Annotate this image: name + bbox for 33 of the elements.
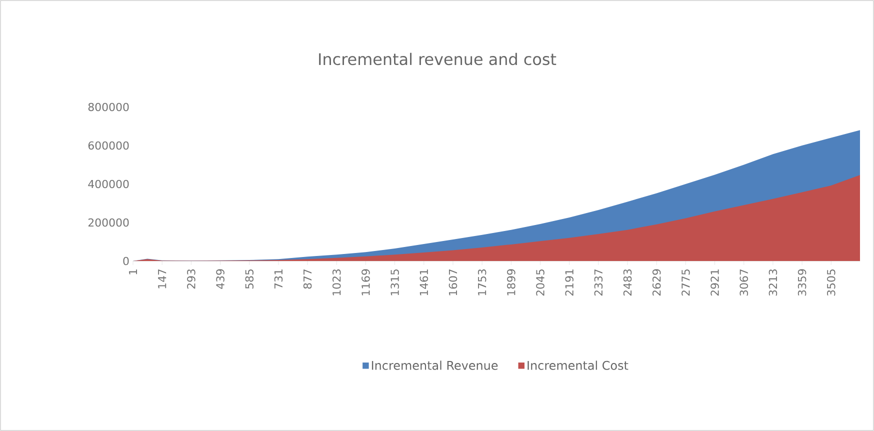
- x-tick-label: 1899: [507, 269, 516, 296]
- x-tick-label: 439: [216, 269, 224, 289]
- x-tick-label: 3213: [768, 269, 778, 296]
- x-tick-label: 1169: [362, 269, 370, 296]
- y-tick-label: 600000: [88, 141, 129, 150]
- x-tick-label: 1315: [390, 269, 399, 296]
- x-tick-label: 3505: [826, 269, 836, 296]
- x-tick-label: 1607: [448, 269, 458, 296]
- x-tick-label: 3067: [740, 269, 748, 296]
- x-tick-label: 293: [187, 269, 196, 289]
- x-tick-label: 585: [245, 269, 254, 289]
- x-tick-label: 731: [274, 270, 283, 289]
- x-tick-label: 3359: [798, 269, 806, 296]
- x-tick-label: 2629: [652, 269, 661, 296]
- x-tick-label: 2337: [594, 269, 603, 296]
- legend-label: Incremental Cost: [528, 360, 628, 370]
- y-tick-label: 800000: [88, 102, 129, 112]
- x-tick-label: 2921: [710, 270, 719, 296]
- x-tick-label: 1: [129, 270, 137, 274]
- chart-title: Incremental revenue and cost: [319, 52, 556, 66]
- x-tick-label: 147: [158, 269, 166, 288]
- x-tick-label: 1753: [478, 269, 486, 296]
- y-tick-label: 400000: [88, 180, 129, 188]
- x-tick-label: 2483: [623, 269, 632, 296]
- x-tick-label: 877: [303, 269, 312, 289]
- y-tick-label: 0: [123, 256, 129, 266]
- x-tick-label: 1023: [332, 269, 341, 296]
- x-tick-label: 1461: [420, 270, 428, 296]
- x-tick-label: 2045: [536, 269, 544, 296]
- y-tick-label: 200000: [88, 218, 129, 227]
- x-tick-label: 2775: [682, 269, 690, 296]
- legend-label: Incremental Revenue: [372, 360, 498, 370]
- x-tick-label: 2191: [565, 270, 574, 296]
